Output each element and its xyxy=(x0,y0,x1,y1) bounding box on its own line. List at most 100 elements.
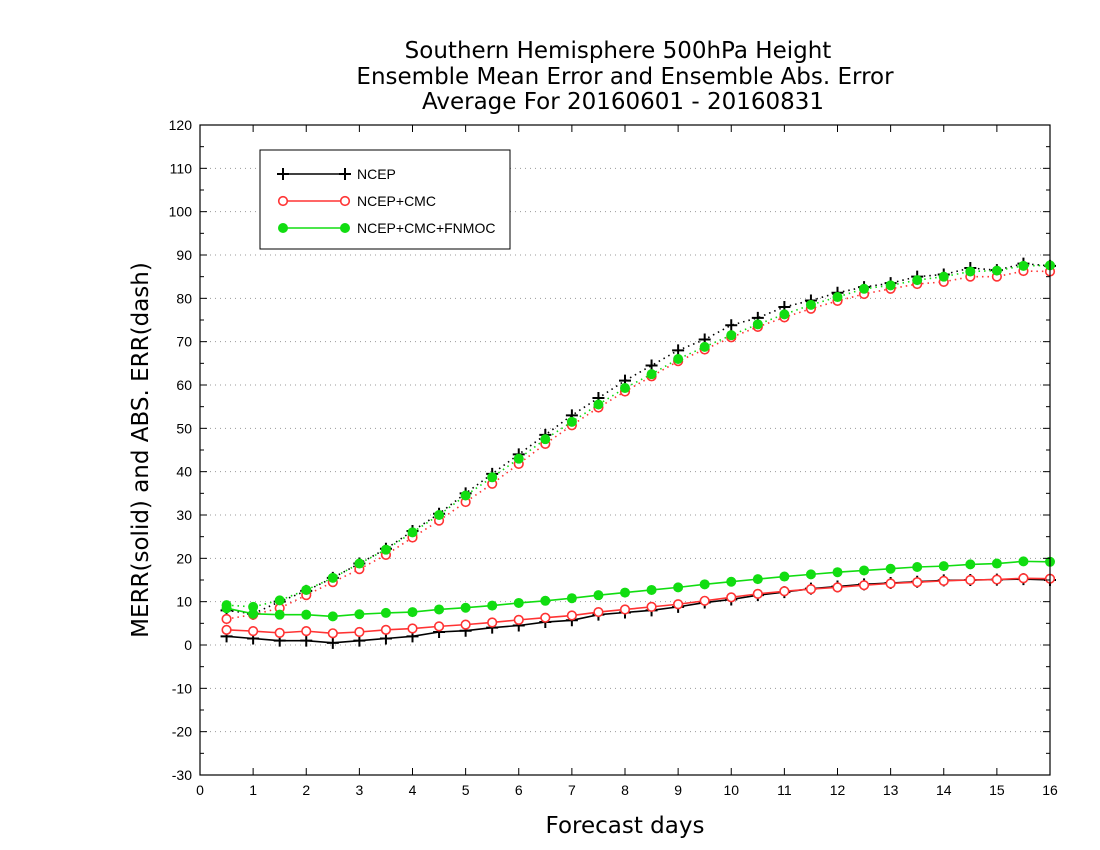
abs-err-line xyxy=(226,264,1051,608)
data-point xyxy=(912,275,923,286)
x-tick-label: 8 xyxy=(621,782,629,798)
y-tick-label: 70 xyxy=(176,334,192,350)
y-tick-label: -10 xyxy=(172,680,192,696)
data-point xyxy=(752,319,763,330)
data-point xyxy=(380,544,391,555)
data-point xyxy=(248,601,259,612)
data-point xyxy=(339,168,351,180)
data-point xyxy=(327,611,338,622)
series-ncep-cmc xyxy=(221,265,1056,639)
data-point xyxy=(752,588,763,599)
data-point xyxy=(487,617,498,628)
data-point xyxy=(858,580,870,591)
data-point xyxy=(912,577,923,588)
x-tick-label: 1 xyxy=(249,782,257,798)
data-point xyxy=(646,369,657,380)
x-tick-label: 2 xyxy=(302,782,310,798)
data-point xyxy=(620,587,630,598)
merr-line xyxy=(226,578,1051,644)
x-axis-title: Forecast days xyxy=(546,813,705,839)
data-point xyxy=(380,607,391,618)
data-point xyxy=(339,195,351,207)
y-tick-label: 60 xyxy=(176,377,192,393)
data-point xyxy=(859,283,870,294)
data-point xyxy=(300,634,313,647)
data-point xyxy=(991,558,1002,569)
data-point xyxy=(832,582,843,593)
data-point xyxy=(433,621,445,632)
data-point xyxy=(540,595,551,606)
y-tick-label: -30 xyxy=(172,767,192,783)
data-point xyxy=(620,383,630,394)
data-point xyxy=(779,586,790,597)
data-point xyxy=(726,592,737,603)
data-point xyxy=(326,636,339,649)
y-tick-label: 50 xyxy=(176,420,192,436)
x-tick-label: 4 xyxy=(409,782,417,798)
title-line-1: Southern Hemisphere 500hPa Height xyxy=(405,38,832,64)
series-layer xyxy=(220,257,1056,649)
x-tick-label: 13 xyxy=(883,782,899,798)
x-tick-label: 15 xyxy=(989,782,1005,798)
data-point xyxy=(248,608,259,619)
series-ncep-cmc-fnmoc xyxy=(221,260,1055,622)
x-tick-label: 3 xyxy=(355,782,363,798)
data-point xyxy=(566,593,577,604)
y-tick-label: 20 xyxy=(176,550,192,566)
data-point xyxy=(460,490,471,501)
data-point xyxy=(460,602,471,613)
data-point xyxy=(805,583,817,595)
legend: NCEP NCEP+CMC NCEP+CMC+FNMOC xyxy=(259,149,511,250)
data-point xyxy=(274,595,285,606)
y-tick-label: 10 xyxy=(176,594,192,610)
y-tick-label: 30 xyxy=(176,507,192,523)
data-point xyxy=(726,330,737,341)
y-tick-label: 100 xyxy=(169,204,193,220)
data-point xyxy=(327,628,338,639)
data-point xyxy=(354,609,365,620)
data-point xyxy=(805,299,816,310)
data-point xyxy=(513,597,524,608)
data-point xyxy=(779,571,790,582)
data-point xyxy=(938,561,949,572)
data-point xyxy=(487,472,498,483)
y-tick-label: 120 xyxy=(169,117,193,133)
data-point xyxy=(278,223,288,233)
data-point xyxy=(301,626,312,637)
data-point xyxy=(434,510,445,520)
data-point xyxy=(1018,573,1029,584)
data-point xyxy=(673,354,684,364)
data-point xyxy=(673,599,684,610)
x-tick-label: 6 xyxy=(515,782,523,798)
data-point xyxy=(407,623,418,634)
y-tick-label: 0 xyxy=(184,637,192,653)
data-point xyxy=(221,603,232,614)
data-point xyxy=(566,416,577,427)
x-tick-label: 16 xyxy=(1042,782,1058,798)
x-tick-label: 11 xyxy=(777,782,792,798)
data-point xyxy=(1018,556,1029,567)
data-point xyxy=(566,610,577,621)
data-point xyxy=(540,434,551,445)
data-point xyxy=(912,562,923,572)
data-point xyxy=(965,266,976,277)
data-point xyxy=(832,292,843,303)
legend-box xyxy=(259,149,511,250)
legend-label: NCEP+CMC xyxy=(357,193,436,209)
data-point xyxy=(965,574,976,586)
data-point xyxy=(354,626,365,638)
data-point xyxy=(991,574,1002,585)
data-point xyxy=(407,607,418,618)
data-point xyxy=(805,569,816,580)
title-line-3: Average For 20160601 - 20160831 xyxy=(422,89,824,115)
data-point xyxy=(513,614,524,625)
data-point xyxy=(965,559,976,570)
data-point xyxy=(859,565,870,576)
data-point xyxy=(274,627,285,638)
x-tick-label: 5 xyxy=(462,782,470,798)
x-tick-label: 10 xyxy=(723,782,739,798)
data-point xyxy=(593,606,604,618)
data-point xyxy=(885,578,896,589)
data-point xyxy=(885,280,896,291)
